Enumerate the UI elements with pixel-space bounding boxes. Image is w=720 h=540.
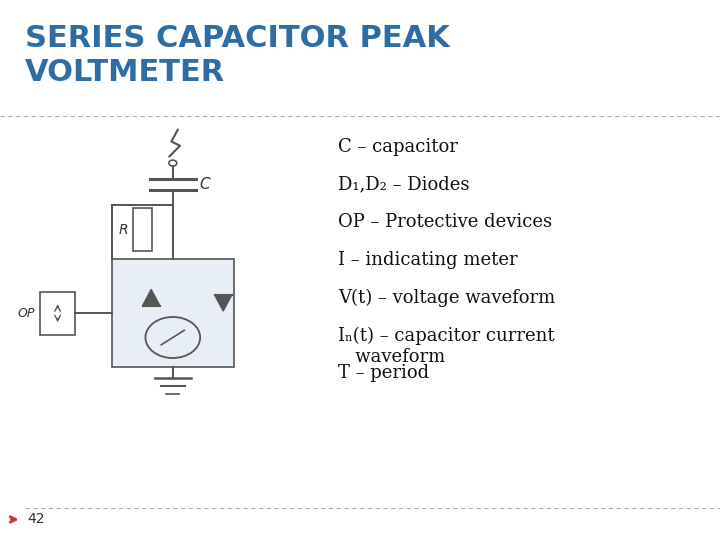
Text: C: C <box>199 177 210 192</box>
Bar <box>40 292 75 335</box>
Bar <box>112 259 234 367</box>
Text: R: R <box>118 222 128 237</box>
Text: C – capacitor: C – capacitor <box>338 138 458 156</box>
Text: I – indicating meter: I – indicating meter <box>338 251 518 269</box>
Text: OP – Protective devices: OP – Protective devices <box>338 213 552 231</box>
Text: T – period: T – period <box>338 364 430 382</box>
Text: SERIES CAPACITOR PEAK
VOLTMETER: SERIES CAPACITOR PEAK VOLTMETER <box>25 24 450 87</box>
Polygon shape <box>215 295 232 311</box>
Polygon shape <box>143 289 160 306</box>
Text: Iₙ(t) – capacitor current
   waveform: Iₙ(t) – capacitor current waveform <box>338 327 555 366</box>
Text: D₁,D₂ – Diodes: D₁,D₂ – Diodes <box>338 176 470 193</box>
Text: OP: OP <box>17 307 35 320</box>
Text: 42: 42 <box>27 512 45 526</box>
Bar <box>133 208 152 251</box>
Text: V(t) – voltage waveform: V(t) – voltage waveform <box>338 289 556 307</box>
